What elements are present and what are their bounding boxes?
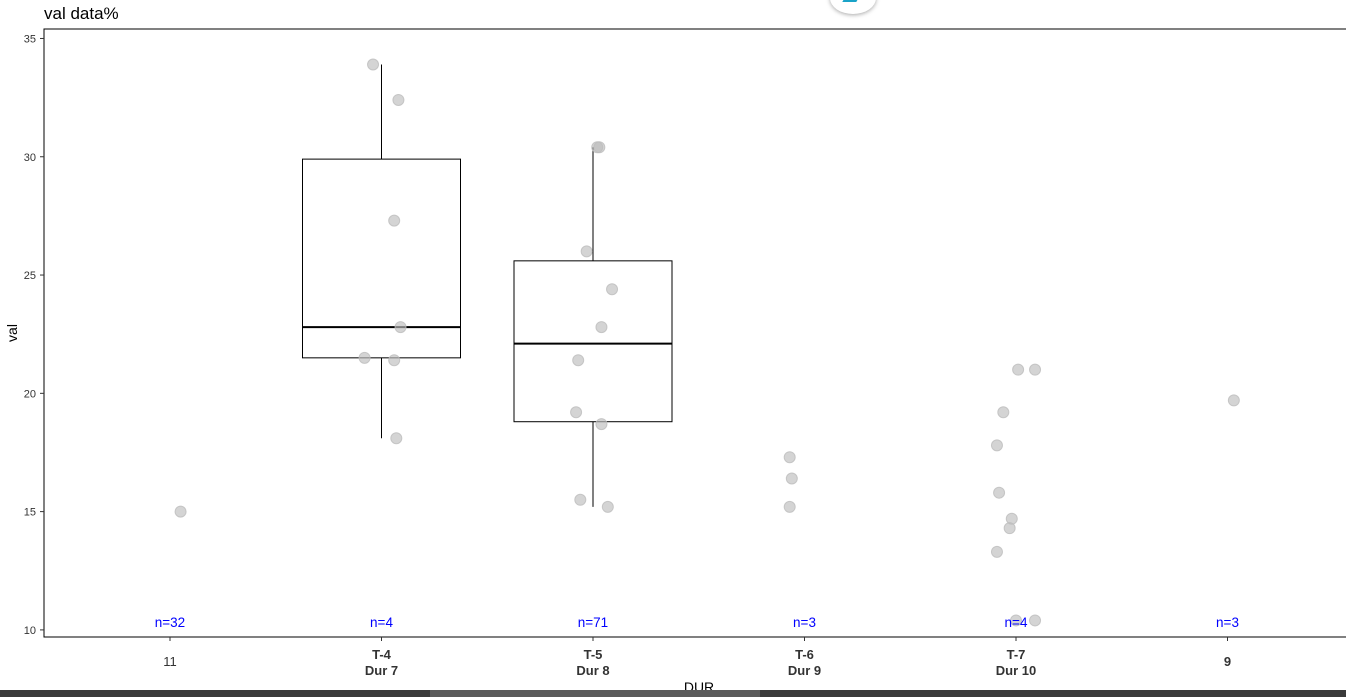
n-count-label: n=3	[1216, 615, 1239, 630]
n-count-label: n=71	[578, 615, 608, 630]
boxes-layer	[302, 64, 673, 507]
data-point	[783, 500, 796, 513]
n-count-label: n=4	[1005, 615, 1028, 630]
y-tick-label: 10	[24, 625, 36, 637]
floating-action-badge[interactable]	[830, 0, 876, 14]
data-point	[595, 418, 608, 431]
data-point	[1003, 522, 1016, 535]
n-count-label: n=3	[793, 615, 816, 630]
x-tick-label: T-7	[1007, 647, 1026, 662]
x-tick-label: 9	[1224, 654, 1231, 669]
x-tick-label: Dur 7	[365, 663, 398, 678]
data-point	[358, 351, 371, 364]
data-point	[572, 354, 585, 367]
x-tick-label: T-5	[584, 647, 603, 662]
data-point	[388, 214, 401, 227]
x-tick-label: 11	[163, 654, 177, 669]
y-tick-label: 15	[24, 507, 36, 519]
data-point	[993, 486, 1006, 499]
data-point	[367, 58, 380, 71]
data-point	[1010, 614, 1022, 627]
n-labels-layer: n=32 n=4 n=71 n=3 n=4 n=3	[155, 615, 1239, 630]
data-point	[990, 439, 1003, 452]
points-layer	[174, 58, 1240, 627]
data-point	[390, 432, 403, 445]
data-point	[785, 472, 798, 485]
data-point	[570, 406, 583, 419]
data-point	[1012, 363, 1025, 376]
x-tick-label: Dur 10	[996, 663, 1036, 678]
box-iqr	[302, 158, 461, 359]
data-point	[392, 93, 405, 106]
box-iqr	[513, 260, 673, 423]
data-point	[1029, 363, 1042, 376]
x-tick-label: T-4	[372, 647, 392, 662]
data-point	[574, 493, 587, 506]
n-count-label: n=4	[370, 615, 393, 630]
x-tick-label: Dur 8	[576, 663, 609, 678]
data-point	[394, 321, 407, 334]
data-point	[783, 451, 796, 464]
data-point	[997, 406, 1010, 419]
y-tick-label: 20	[24, 388, 36, 400]
y-axis: 10 15 20 25 30 35	[24, 33, 44, 637]
x-tick-label: Dur 9	[788, 663, 821, 678]
data-point	[580, 245, 593, 258]
data-point	[601, 500, 614, 513]
data-point	[1029, 614, 1042, 627]
y-tick-label: 25	[24, 270, 36, 282]
y-tick-label: 35	[24, 33, 36, 45]
x-tick-label: T-6	[795, 647, 814, 662]
y-axis-title: val	[4, 324, 20, 342]
data-point	[174, 505, 187, 518]
data-point	[1227, 394, 1240, 407]
data-point	[606, 283, 619, 296]
n-count-label: n=32	[155, 615, 185, 630]
y-tick-label: 30	[24, 152, 36, 164]
chart-title: val data%	[44, 4, 119, 23]
data-point	[595, 321, 608, 334]
plot-panel-border	[43, 28, 1346, 638]
bottom-scrollbar-thumb[interactable]	[430, 690, 760, 697]
pen-icon	[842, 0, 860, 2]
data-point	[388, 354, 401, 367]
data-point	[591, 141, 604, 154]
data-point	[990, 545, 1003, 558]
